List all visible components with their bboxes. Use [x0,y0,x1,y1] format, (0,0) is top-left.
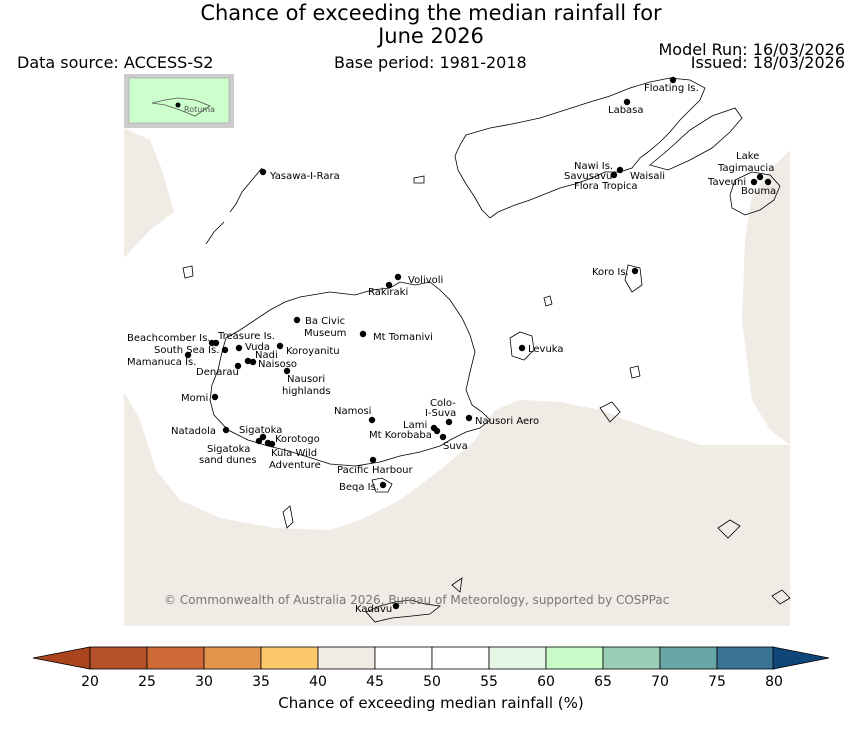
label-vuda: Vuda [245,342,270,353]
label-beachcomber: Beachcomber Is. [127,333,210,344]
label-sigatoka-town: Sigatoka [239,425,282,436]
colorbar-cell [659,646,718,670]
rotuma-inset: Rotuma [124,74,234,128]
coastlines [182,77,791,623]
station-labels: Floating Is. Labasa Yasawa-I-Rara Nawi I… [127,83,776,615]
label-taveuni: Taveuni [707,177,746,188]
colorbar-tick-label: 35 [252,674,270,690]
label-waisali: Waisali [630,171,665,182]
colorbar-tick-label: 30 [195,674,213,690]
label-sand-dunes: sand dunes [199,455,257,466]
label-rakiraki: Rakiraki [368,287,408,298]
colorbar-cell [545,646,604,670]
colorbar-tick-label: 55 [480,674,498,690]
colorbar-tick-label: 40 [309,674,327,690]
label-beqa-is: Beqa Is. [339,482,379,493]
colorbar-tick-label: 80 [765,674,783,690]
base-period-label: Base period: 1981-2018 [334,53,527,72]
label-tagimaucia: Tagimaucia [717,163,774,174]
label-floating-is: Floating Is. [644,83,699,94]
label-suva: Suva [443,441,468,452]
label-lake: Lake [736,151,759,162]
colorbar-cell [488,646,547,670]
label-koro-is: Koro Is. [592,267,629,278]
colorbar-cell [89,646,148,670]
label-lami: Lami [403,420,427,431]
station-markers [184,76,772,610]
colorbar-cell [716,646,775,670]
colorbar-tick-label: 65 [594,674,612,690]
model-run-label: Model Run: 16/03/2026 [658,40,846,59]
label-flora-tropica: Flora Tropica [574,181,637,192]
colorbar-tick-label: 50 [423,674,441,690]
label-nawi-is: Nawi Is. [574,161,613,172]
probability-shading [124,128,790,626]
label-mt-tomanivi: Mt Tomanivi [373,332,433,343]
colorbar-cell [374,646,433,670]
colorbar-cell [602,646,661,670]
label-highlands: highlands [282,386,331,397]
colorbar-tick-label: 75 [708,674,726,690]
colorbar-cell [260,646,319,670]
label-south-sea-is: South Sea Is. [154,345,219,356]
label-volivoli: Volivoli [408,275,443,286]
label-pacific-harbour: Pacific Harbour [337,465,414,476]
label-nausori-aero: Nausori Aero [475,416,539,427]
map-title-line2: June 2026 [378,24,484,48]
colorbar-cell [203,646,262,670]
copyright-note: © Commonwealth of Australia 2026, Bureau… [164,593,669,607]
label-nausori: Nausori [287,374,325,385]
label-savusavu: Savusavu [564,171,612,182]
label-ba-civic: Ba Civic [305,316,345,327]
label-colo: Colo- [430,398,456,409]
label-korotogo: Korotogo [275,434,320,445]
label-namosi: Namosi [334,406,371,417]
label-mamanuca-is: Mamanuca Is. [127,357,196,368]
label-kadavu: Kadavu [355,604,392,615]
data-source-label: Data source: ACCESS-S2 [17,53,214,72]
label-mt-korobaba: Mt Korobaba [369,430,432,441]
colorbar-tick-label: 25 [138,674,156,690]
colorbar-tick-label: 60 [537,674,555,690]
colorbar-tick-label: 70 [651,674,669,690]
label-koroyanitu: Koroyanitu [286,346,340,357]
colorbar-cell [146,646,205,670]
colorbar-extend-high [772,646,830,670]
issued-label: Issued: 18/03/2026 [690,53,845,72]
inset-label-rotuma: Rotuma [184,105,215,114]
label-naisoso: Naisoso [258,359,297,370]
colorbar: 20 25 30 35 40 45 50 55 60 65 70 75 80 [32,646,830,690]
label-labasa: Labasa [608,105,644,116]
colorbar-extend-low [32,646,91,670]
map-title-line1: Chance of exceeding the median rainfall … [200,1,662,25]
label-momi: Momi [181,393,208,404]
colorbar-label: Chance of exceeding median rainfall (%) [278,694,584,712]
label-adventure: Adventure [269,460,321,471]
label-denarau: Denarau [196,367,239,378]
colorbar-tick-label: 45 [366,674,384,690]
label-kula-wild: Kula Wild [271,448,317,459]
colorbar-tick-label: 20 [81,674,99,690]
label-sigatoka-dunes: Sigatoka [207,444,250,455]
label-treasure-is: Treasure Is. [217,331,275,342]
label-bouma: Bouma [741,186,776,197]
colorbar-cell [317,646,376,670]
label-i-suva: I-Suva [425,408,456,419]
label-natadola: Natadola [171,426,216,437]
label-levuka: Levuka [528,344,564,355]
colorbar-cell [431,646,490,670]
label-yasawa: Yasawa-I-Rara [269,171,340,182]
label-museum: Museum [304,328,346,339]
label-nadi: Nadi [255,350,278,361]
